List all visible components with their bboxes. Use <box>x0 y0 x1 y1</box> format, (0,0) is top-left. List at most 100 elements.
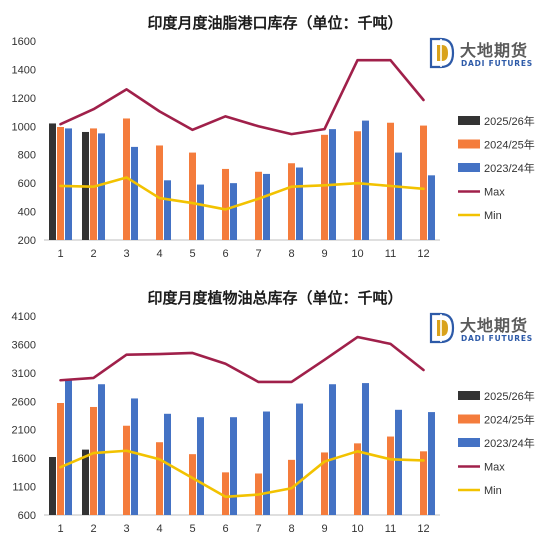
y-tick-label: 200 <box>18 235 36 247</box>
x-tick-label: 6 <box>222 523 228 535</box>
dadi-logo-mark-icon <box>429 37 455 69</box>
bar-2023/24年-11 <box>395 152 402 240</box>
bar-2024/25年-12 <box>420 125 427 240</box>
x-tick-label: 5 <box>189 248 195 260</box>
bar-2023/24年-1 <box>65 128 72 240</box>
chart-panel-total-stock: 600 1100 1600 2100 2600 3100 3600 4100 1 2 3 4 5 6 7 8 9… <box>0 275 550 550</box>
y-tick-label: 2100 <box>12 425 36 437</box>
bar-2023/24年-6 <box>230 183 237 240</box>
y-tick-label: 2600 <box>12 396 36 408</box>
bar-2023/24年-11 <box>395 409 402 515</box>
logo-chinese-text: 大地期货 <box>460 41 529 60</box>
x-tick-label: 4 <box>156 248 162 260</box>
series-line-min <box>59 176 425 211</box>
bar-2023/24年-3 <box>131 398 138 515</box>
bar-2024/25年-4 <box>156 442 163 515</box>
legend-label: 2025/26年 <box>484 114 535 128</box>
legend-label: Min <box>484 485 502 497</box>
legend-swatch <box>458 414 480 424</box>
logo-english-text: DADI FUTURES <box>461 59 533 68</box>
legend-swatch <box>458 163 480 172</box>
dadi-futures-logo: 大地期货 DADI FUTURES <box>428 312 544 352</box>
bar-2024/25年-2 <box>90 128 97 240</box>
bar-2023/24年-2 <box>98 384 105 515</box>
x-tick-label: 2 <box>90 248 96 260</box>
bar-2023/24年-8 <box>296 403 303 515</box>
logo-english-text: DADI FUTURES <box>461 334 533 343</box>
bar-2023/24年-7 <box>263 411 270 515</box>
y-tick-label: 1600 <box>12 36 36 48</box>
bar-2024/25年-3 <box>123 118 130 240</box>
bar-2024/25年-3 <box>123 425 130 515</box>
series-line-max <box>59 335 425 384</box>
y-tick-label: 600 <box>18 178 36 190</box>
legend-swatch <box>458 116 480 125</box>
y-tick-label: 1000 <box>12 121 36 133</box>
bar-2023/24年-5 <box>197 417 204 515</box>
bar-2024/25年-1 <box>57 402 64 515</box>
bar-2023/24年-8 <box>296 167 303 240</box>
legend-label: 2024/25年 <box>484 138 535 152</box>
bar-2023/24年-2 <box>98 133 105 240</box>
x-tick-label: 8 <box>288 523 294 535</box>
bar-2025/26年-1 <box>49 123 56 240</box>
bar-2024/25年-6 <box>222 472 229 515</box>
bar-2024/25年-5 <box>189 454 196 515</box>
x-tick-label: 5 <box>189 523 195 535</box>
legend-label: 2025/26年 <box>484 389 535 403</box>
legend-label: Max <box>484 462 505 474</box>
bar-2024/25年-2 <box>90 406 97 515</box>
bar-2024/25年-7 <box>255 171 262 240</box>
y-tick-label: 1200 <box>12 93 36 105</box>
y-tick-label: 4100 <box>12 311 36 323</box>
bar-2024/25年-4 <box>156 145 163 240</box>
bar-2024/25年-8 <box>288 163 295 240</box>
chart-title: 印度月度油脂港口库存（单位：千吨） <box>147 14 403 32</box>
y-tick-label: 1600 <box>12 453 36 465</box>
x-tick-label: 7 <box>255 248 261 260</box>
bar-2024/25年-10 <box>354 131 361 240</box>
x-tick-label: 10 <box>351 248 363 260</box>
x-tick-label: 11 <box>385 523 396 535</box>
bar-2024/25年-6 <box>222 168 229 240</box>
bar-2024/25年-11 <box>387 122 394 240</box>
series-line-max <box>59 58 425 136</box>
series-line-min <box>59 449 425 499</box>
legend-label: Min <box>484 210 502 222</box>
bar-2023/24年-10 <box>362 120 369 240</box>
dadi-logo-mark-icon <box>429 312 455 344</box>
x-tick-label: 8 <box>288 248 294 260</box>
x-tick-label: 4 <box>156 523 162 535</box>
y-tick-label: 400 <box>18 207 36 219</box>
x-tick-label: 9 <box>321 248 327 260</box>
bar-2023/24年-12 <box>428 412 435 515</box>
bar-2023/24年-7 <box>263 173 270 240</box>
x-tick-label: 3 <box>123 523 129 535</box>
x-tick-label: 6 <box>222 248 228 260</box>
bar-2023/24年-5 <box>197 184 204 240</box>
y-tick-label: 1100 <box>12 482 36 494</box>
bar-2025/26年-1 <box>49 457 56 515</box>
bar-2024/25年-9 <box>321 452 328 515</box>
y-tick-label: 3100 <box>12 368 36 380</box>
bar-2024/25年-11 <box>387 436 394 515</box>
bar-2024/25年-9 <box>321 134 328 240</box>
x-tick-label: 7 <box>255 523 261 535</box>
y-tick-label: 3600 <box>12 339 36 351</box>
chart-panel-port-stock: 200 400 600 800 1000 1200 1400 1600 1 2 3 4 5 6 7 8 9 10 1… <box>12 14 544 260</box>
bar-2024/25年-1 <box>57 126 64 240</box>
legend-label: Max <box>484 187 505 199</box>
y-tick-label: 1400 <box>12 64 36 76</box>
legend-swatch <box>458 391 480 400</box>
bar-2023/24年-12 <box>428 175 435 240</box>
y-tick-label: 800 <box>18 150 36 162</box>
logo-chinese-text: 大地期货 <box>460 316 529 335</box>
dadi-futures-logo: 大地期货 DADI FUTURES <box>428 37 544 77</box>
y-tick-label: 600 <box>18 510 36 522</box>
bar-2023/24年-10 <box>362 383 369 515</box>
x-tick-label: 11 <box>385 248 396 260</box>
bar-2024/25年-10 <box>354 443 361 515</box>
bar-2023/24年-1 <box>65 380 72 515</box>
